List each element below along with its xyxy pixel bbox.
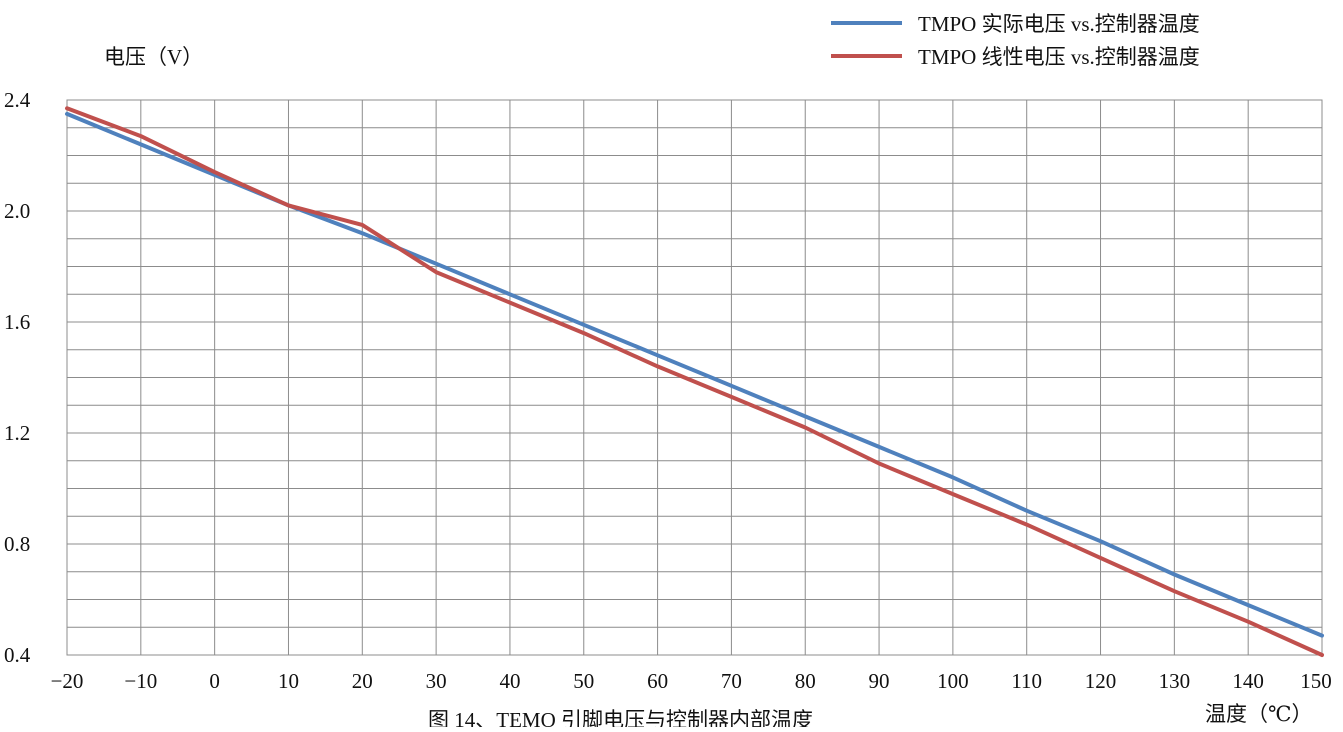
x-tick-label: −10	[124, 669, 157, 693]
x-tick-label: 10	[278, 669, 299, 693]
x-tick-label: 40	[499, 669, 520, 693]
x-tick-label: 140	[1232, 669, 1264, 693]
y-tick-label: 2.0	[4, 199, 30, 223]
x-tick-label: 60	[647, 669, 668, 693]
chart-caption: 图 14、TEMO 引脚电压与控制器内部温度	[428, 708, 813, 727]
x-tick-label: 90	[869, 669, 890, 693]
x-tick-label: 110	[1011, 669, 1042, 693]
x-tick-label: 20	[352, 669, 373, 693]
series-line-1	[65, 106, 1324, 657]
legend-label-linear: TMPO 线性电压 vs.控制器温度	[918, 45, 1200, 69]
x-tick-label: 50	[573, 669, 594, 693]
y-axis-label: 电压（V）	[104, 45, 203, 69]
y-tick-label: 0.4	[4, 643, 31, 667]
x-tick-label: 150	[1300, 669, 1332, 693]
grid	[66, 99, 1323, 656]
legend-label-actual: TMPO 实际电压 vs.控制器温度	[918, 12, 1200, 36]
x-tick-label: 0	[209, 669, 220, 693]
x-tick-label: 30	[426, 669, 447, 693]
x-tick-label: 120	[1085, 669, 1117, 693]
series-lines	[65, 106, 1324, 657]
x-tick-label: 100	[937, 669, 969, 693]
legend-item: TMPO 线性电压 vs.控制器温度	[831, 45, 1200, 69]
x-tick-labels: −20 −10 0 10 20 30 40 50 60 70 80 90 100 110 120 130 140…	[51, 669, 1332, 693]
x-axis-label: 温度（℃）	[1205, 702, 1313, 726]
x-tick-label: 80	[795, 669, 816, 693]
plot-area-border	[66, 99, 1323, 656]
y-tick-labels: 0.4 0.8 1.2 1.6 2.0 2.4	[4, 88, 31, 667]
legend-item: TMPO 实际电压 vs.控制器温度	[831, 12, 1200, 36]
legend: TMPO 实际电压 vs.控制器温度 TMPO 线性电压 vs.控制器温度	[831, 12, 1200, 69]
y-tick-label: 2.4	[4, 88, 31, 112]
y-tick-label: 0.8	[4, 532, 30, 556]
x-tick-label: −20	[51, 669, 84, 693]
y-tick-label: 1.2	[4, 421, 30, 445]
y-tick-label: 1.6	[4, 310, 30, 334]
x-tick-label: 130	[1159, 669, 1191, 693]
x-tick-label: 70	[721, 669, 742, 693]
